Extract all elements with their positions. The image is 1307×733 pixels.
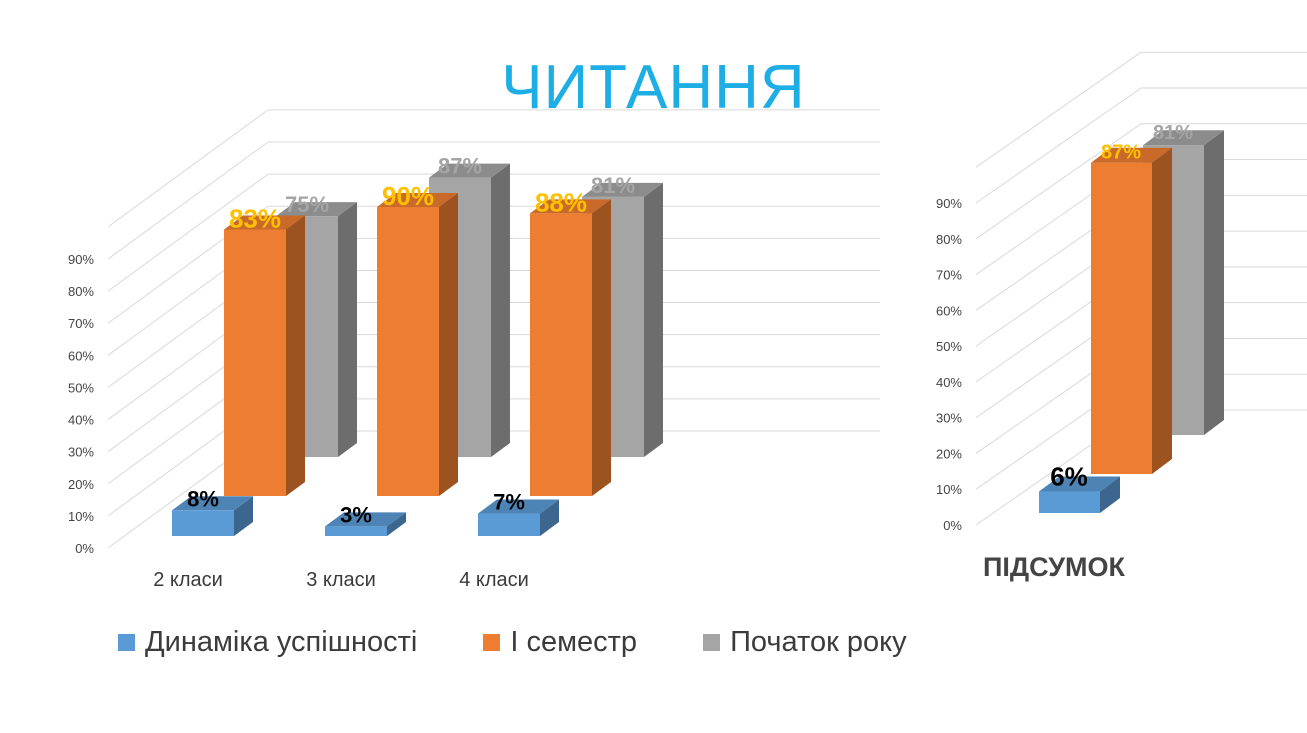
bar-dynamics-top (325, 512, 406, 527)
bar-year-start-side (491, 163, 510, 457)
data-label-dynamics: 3% (340, 502, 372, 527)
bar-semester-top (530, 199, 611, 214)
bar-dynamics-front (325, 526, 387, 536)
y-tick-label: 80% (68, 284, 94, 299)
bar-semester-top (224, 215, 305, 230)
bar-year-start-top (1143, 130, 1224, 146)
bar-year-start-top (276, 202, 357, 217)
bar-semester-top (377, 193, 458, 207)
y-tick-label: 90% (68, 252, 94, 267)
legend-swatch-gray (703, 633, 721, 651)
bar-semester-side (592, 199, 611, 496)
gridline-side (107, 141, 269, 260)
bar-year-start-side (1204, 130, 1224, 435)
y-tick-label: 10% (68, 509, 94, 524)
y-tick-label: 40% (68, 413, 94, 428)
x-category-label: 4 класи (459, 569, 529, 591)
legend-swatch-orange (483, 633, 501, 651)
bar-dynamics-front (1039, 491, 1100, 513)
bar-dynamics-top (478, 499, 559, 514)
bar-semester-front (224, 229, 286, 496)
x-category-label: ПІДСУМОК (983, 552, 1126, 582)
bar-semester-side (286, 215, 305, 496)
legend-swatch-blue (118, 633, 135, 651)
gridline-side (975, 51, 1142, 168)
y-tick-label: 90% (936, 196, 962, 211)
legend-label: Динаміка успішності (145, 625, 418, 658)
bar-dynamics-front (478, 513, 540, 536)
y-tick-label: 20% (936, 446, 962, 461)
y-tick-label: 0% (943, 518, 962, 533)
bar-dynamics-top (1039, 476, 1120, 492)
gridline-side (107, 173, 269, 292)
gridline-side (975, 87, 1142, 204)
x-category-label: 3 класи (306, 569, 376, 591)
bar-dynamics-side (1100, 476, 1120, 513)
y-tick-label: 80% (936, 232, 962, 247)
bar-semester-front (377, 207, 439, 496)
y-tick-label: 60% (68, 348, 94, 363)
data-label-dynamics: 8% (187, 486, 219, 511)
data-label-year-start: 81% (591, 173, 635, 198)
y-tick-label: 30% (936, 411, 962, 426)
chart-title: ЧИТАННЯ (501, 53, 806, 122)
bar-semester-side (1152, 147, 1172, 474)
chart-classes: 0% 10% 20% 30% 40% 50% 60% 70% 80% 90% 75%83% 8% 2 к… (68, 109, 880, 591)
y-tick-label: 70% (68, 316, 94, 331)
data-label-semester: 90% (382, 181, 434, 211)
bar-dynamics-side (540, 499, 559, 536)
y-tick-label: 50% (68, 380, 94, 395)
legend-item-semester[interactable]: І семестр (483, 626, 637, 659)
y-tick-label: 60% (936, 303, 962, 318)
bar-year-start-top (582, 182, 663, 197)
bar-semester-front (530, 213, 592, 496)
data-label-year-start: 81% (1153, 122, 1193, 144)
data-label-semester: 87% (1101, 142, 1141, 164)
bar-year-start-side (338, 202, 357, 457)
data-label-year-start: 87% (438, 154, 482, 179)
x-category-label: 2 класи (153, 569, 223, 591)
y-tick-label: 40% (936, 375, 962, 390)
data-label-year-start: 75% (285, 192, 329, 217)
y-tick-label: 20% (68, 477, 94, 492)
legend-label: І семестр (510, 625, 638, 658)
bar-semester-top (1091, 147, 1172, 163)
data-label-semester: 83% (229, 203, 281, 233)
bar-dynamics-top (172, 496, 253, 511)
y-tick-label: 50% (936, 339, 962, 354)
bar-dynamics-side (387, 512, 406, 536)
legend-item-dynamics[interactable]: Динаміка успішності (118, 626, 417, 659)
y-tick-label: 0% (75, 541, 94, 556)
bar-semester-front (1091, 162, 1152, 474)
data-label-semester: 88% (535, 187, 587, 217)
bar-dynamics-side (234, 496, 253, 536)
y-tick-label: 10% (936, 482, 962, 497)
gridline-side (107, 109, 269, 228)
chart-summary: 0% 10% 20% 30% 40% 50% 60% 70% 80% 90% 81% 87% 6% ПІД… (936, 51, 1307, 582)
legend: Динаміка успішності І семестр Початок ро… (118, 622, 973, 662)
bar-dynamics-front (172, 510, 234, 536)
bar-year-start-side (644, 182, 663, 457)
bar-year-start-top (429, 163, 510, 178)
legend-label: Початок року (730, 625, 907, 658)
bar-semester-side (439, 193, 458, 496)
y-tick-label: 70% (936, 268, 962, 283)
gridline-side (975, 123, 1142, 240)
legend-item-year-start[interactable]: Початок року (703, 626, 907, 659)
y-tick-label: 30% (68, 445, 94, 460)
data-label-dynamics: 6% (1050, 462, 1088, 492)
data-label-dynamics: 7% (493, 490, 525, 515)
